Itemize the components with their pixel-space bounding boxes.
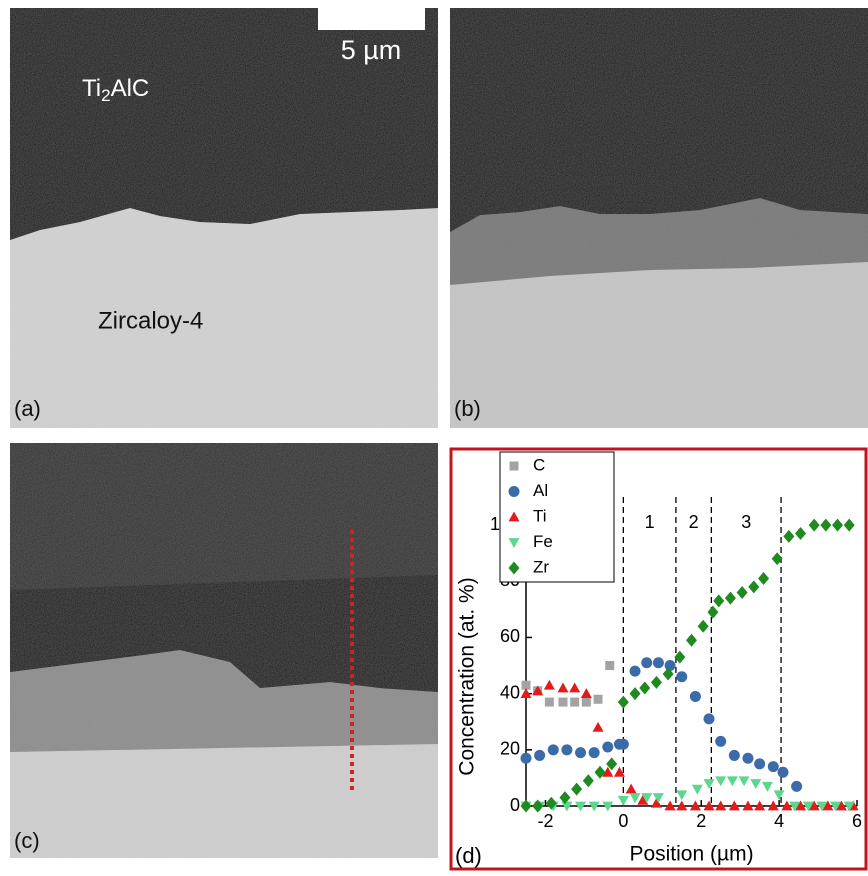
marker [561, 744, 572, 755]
scale-label: 5 µm [341, 35, 402, 65]
marker [778, 767, 789, 778]
marker [509, 486, 520, 497]
marker [582, 698, 591, 707]
marker [665, 660, 676, 671]
x-tick-label: 0 [618, 811, 628, 831]
panel-label: (b) [454, 396, 481, 421]
panel-label: (c) [14, 828, 40, 853]
material-label: Ti2AlC [82, 75, 149, 105]
legend-box [500, 452, 614, 582]
y-tick-label: 0 [510, 795, 520, 815]
region-label: 3 [741, 512, 751, 532]
zircaloy-region [10, 744, 438, 858]
scale-bar [318, 8, 425, 30]
marker [791, 781, 802, 792]
marker [742, 753, 753, 764]
marker [704, 713, 715, 724]
marker [653, 657, 664, 668]
marker [545, 698, 554, 707]
marker [521, 753, 532, 764]
marker [768, 761, 779, 772]
marker [715, 736, 726, 747]
marker [676, 671, 687, 682]
y-tick-label: 60 [500, 626, 520, 646]
page: 5 µm Ti2AlC Zircaloy-4 (a) (b) (c) 02040… [0, 0, 868, 871]
marker [641, 657, 652, 668]
x-tick-label: -2 [537, 811, 553, 831]
marker [618, 739, 629, 750]
panel-label: (a) [14, 396, 41, 421]
panel-a [10, 8, 438, 428]
figure: 5 µm Ti2AlC Zircaloy-4 (a) (b) (c) 02040… [0, 0, 868, 871]
region-label: 2 [689, 512, 699, 532]
material-label: Zircaloy-4 [98, 307, 203, 334]
y-tick-label: 40 [500, 682, 520, 702]
region-label: 1 [645, 512, 655, 532]
marker [630, 666, 641, 677]
marker [729, 750, 740, 761]
marker [754, 758, 765, 769]
text: AlC [111, 75, 150, 102]
text: 2 [101, 86, 110, 105]
y-tick-label: 20 [500, 739, 520, 759]
marker [594, 695, 603, 704]
marker [534, 750, 545, 761]
marker [690, 691, 701, 702]
x-tick-label: 2 [696, 811, 706, 831]
marker [605, 661, 614, 670]
y-axis-label: Concentration (at. %) [456, 577, 479, 775]
marker [558, 698, 567, 707]
legend-label: Al [533, 481, 548, 500]
x-tick-label: 4 [774, 811, 784, 831]
panel-label: (d) [455, 843, 482, 868]
legend-label: Zr [533, 557, 549, 576]
marker [602, 742, 613, 753]
legend-label: C [533, 455, 545, 474]
marker [575, 747, 586, 758]
marker [570, 698, 579, 707]
legend-label: Ti [533, 506, 547, 525]
zircaloy-region [10, 208, 438, 428]
x-tick-label: 6 [852, 811, 862, 831]
marker [589, 747, 600, 758]
text: Ti [82, 75, 101, 102]
marker [510, 462, 519, 471]
zircaloy-region [450, 262, 868, 428]
panel-b [450, 8, 868, 428]
x-axis-label: Position (µm) [629, 843, 753, 866]
legend-label: Fe [533, 532, 553, 551]
panel-c [10, 443, 438, 858]
marker [548, 744, 559, 755]
